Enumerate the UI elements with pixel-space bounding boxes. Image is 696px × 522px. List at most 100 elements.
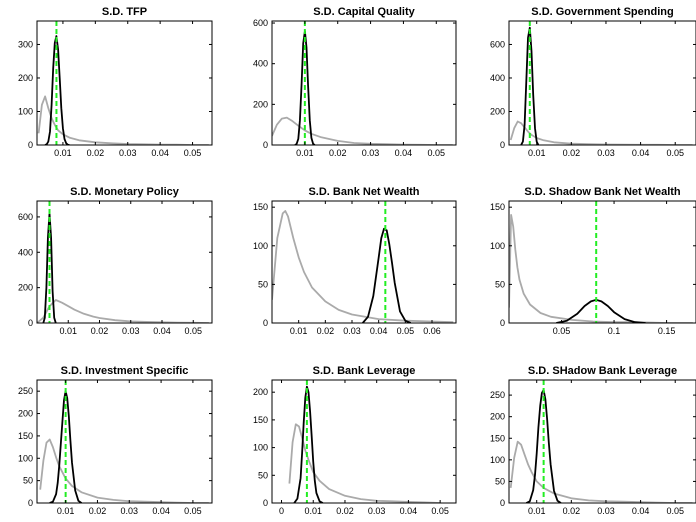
- y-tick-label: 0: [263, 140, 268, 150]
- y-tick-label: 0: [28, 498, 33, 508]
- x-tick-label: 0.06: [423, 326, 441, 336]
- x-tick-label: 0.02: [317, 326, 335, 336]
- panel-5: S.D. Bank Net Wealth 0.01 0.02 0.03 0.04 0.05…: [253, 186, 456, 336]
- y-tick-label: 200: [18, 73, 33, 83]
- y-tick-label: 50: [23, 476, 33, 486]
- y-tick-label: 400: [18, 247, 33, 257]
- plot-area: [39, 21, 209, 145]
- panel-1: S.D. TFP 0.01 0.02 0.03 0.04 0.05 0 100 200 300: [18, 6, 212, 158]
- x-tick-label: 0.03: [122, 326, 140, 336]
- y-tick-label: 150: [253, 202, 268, 212]
- y-tick-label: 200: [253, 99, 268, 109]
- y-tick-label: 0: [263, 498, 268, 508]
- panel-title: S.D. Bank Net Wealth: [308, 186, 419, 198]
- x-tick-label: 0.01: [59, 326, 77, 336]
- y-tick-label: 200: [490, 106, 505, 116]
- y-tick-label: 300: [18, 39, 33, 49]
- x-tick-label: 0.03: [119, 148, 137, 158]
- y-tick-label: 250: [18, 386, 33, 396]
- panel-title: S.D. SHadow Bank Leverage: [528, 365, 677, 377]
- y-tick-label: 400: [253, 59, 268, 69]
- plot-area: [289, 380, 440, 503]
- x-tick-label: 0.03: [368, 506, 386, 516]
- x-tick-label: 0.04: [151, 148, 169, 158]
- y-tick-label: 600: [253, 18, 268, 28]
- x-tick-label: 0.01: [57, 506, 75, 516]
- prior-density-line: [511, 122, 693, 146]
- x-tick-label: 0.03: [597, 148, 615, 158]
- panel-6: S.D. Shadow Bank Net Wealth 0.05 0.1 0.15 0 5…: [490, 186, 696, 336]
- panel-4: S.D. Monetary Policy0.01 0.02 0.03 0.04 0.05…: [18, 186, 212, 336]
- x-tick-label: 0.02: [563, 506, 581, 516]
- y-tick-label: 150: [490, 202, 505, 212]
- x-tick-label: 0.04: [370, 326, 388, 336]
- x-tick-label: 0.05: [666, 148, 684, 158]
- y-tick-label: 0: [500, 140, 505, 150]
- y-tick-label: 0: [28, 318, 33, 328]
- y-tick-label: 100: [18, 453, 33, 463]
- panel-title: S.D. Government Spending: [531, 6, 673, 18]
- y-tick-label: 600: [490, 39, 505, 49]
- y-tick-label: 100: [490, 241, 505, 251]
- plot-area: [511, 21, 693, 145]
- prior-density-line: [272, 211, 453, 322]
- posterior-density-line: [294, 387, 323, 503]
- axes-box: [37, 380, 212, 503]
- prior-density-line: [511, 442, 693, 503]
- plot-area: [272, 201, 453, 323]
- axes-box: [509, 201, 696, 323]
- x-tick-label: 0.03: [343, 326, 361, 336]
- y-tick-label: 50: [495, 476, 505, 486]
- y-tick-label: 100: [18, 106, 33, 116]
- panel-title: S.D. Capital Quality: [313, 6, 415, 18]
- panel-2: S.D. Capital Quality 0.01 0.02 0.03 0.04 0.05…: [253, 6, 456, 158]
- x-tick-label: 0: [279, 506, 284, 516]
- x-tick-label: 0.04: [152, 506, 170, 516]
- panel-title: S.D. Investment Specific: [61, 365, 189, 377]
- x-tick-label: 0.01: [528, 506, 546, 516]
- y-tick-label: 100: [490, 455, 505, 465]
- x-tick-label: 0.03: [362, 148, 380, 158]
- y-tick-label: 150: [490, 433, 505, 443]
- x-tick-label: 0.05: [397, 326, 415, 336]
- x-tick-label: 0.02: [336, 506, 354, 516]
- x-tick-label: 0.05: [431, 506, 449, 516]
- panel-8: S.D. Bank Leverage 0 0.01 0.02 0.03 0.04 0.05 0…: [253, 365, 456, 516]
- x-tick-label: 0.01: [528, 148, 546, 158]
- y-tick-label: 100: [253, 443, 268, 453]
- x-tick-label: 0.15: [658, 326, 676, 336]
- x-tick-label: 0.02: [563, 148, 581, 158]
- posterior-density-line: [556, 300, 645, 323]
- x-tick-label: 0.04: [632, 148, 650, 158]
- x-tick-label: 0.01: [290, 326, 308, 336]
- y-tick-label: 600: [18, 212, 33, 222]
- x-tick-label: 0.01: [54, 148, 72, 158]
- x-tick-label: 0.05: [184, 506, 202, 516]
- x-tick-label: 0.05: [428, 148, 446, 158]
- x-tick-label: 0.01: [304, 506, 322, 516]
- y-tick-label: 200: [490, 412, 505, 422]
- x-tick-label: 0.04: [400, 506, 418, 516]
- x-tick-label: 0.03: [121, 506, 139, 516]
- plot-area: [37, 201, 209, 323]
- x-tick-label: 0.04: [153, 326, 171, 336]
- y-tick-label: 200: [18, 409, 33, 419]
- x-tick-label: 0.02: [89, 506, 107, 516]
- y-tick-label: 200: [253, 387, 268, 397]
- prior-density-line: [509, 215, 693, 323]
- panel-7: S.D. Investment Specific 0.01 0.02 0.03 0.04…: [18, 365, 212, 516]
- panel-title: S.D. Bank Leverage: [313, 365, 416, 377]
- x-tick-label: 0.05: [553, 326, 571, 336]
- panel-title: S.D. TFP: [102, 6, 147, 18]
- y-tick-label: 150: [253, 415, 268, 425]
- posterior-density-line: [363, 229, 411, 323]
- panel-3: S.D. Government Spending 0.01 0.02 0.03 0.04…: [490, 6, 696, 158]
- x-tick-label: 0.05: [184, 148, 202, 158]
- y-tick-label: 0: [263, 318, 268, 328]
- axes-box: [509, 21, 696, 145]
- x-tick-label: 0.02: [329, 148, 347, 158]
- plot-area: [509, 201, 693, 323]
- panel-title: S.D. Monetary Policy: [70, 186, 180, 198]
- prior-density-line: [37, 300, 209, 323]
